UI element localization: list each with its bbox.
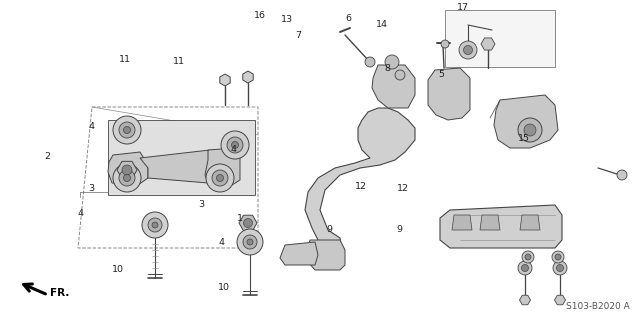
Text: 2: 2: [44, 152, 50, 161]
Text: 3: 3: [88, 184, 95, 193]
Polygon shape: [205, 148, 240, 185]
Text: 4: 4: [230, 145, 236, 154]
Circle shape: [247, 239, 253, 245]
Polygon shape: [520, 295, 531, 305]
Circle shape: [142, 212, 168, 238]
Text: 10: 10: [111, 265, 124, 274]
Circle shape: [555, 254, 561, 260]
Polygon shape: [140, 150, 215, 183]
Polygon shape: [440, 205, 562, 248]
Polygon shape: [108, 152, 148, 185]
Polygon shape: [372, 65, 415, 108]
Polygon shape: [305, 108, 415, 260]
Circle shape: [206, 164, 234, 192]
Text: 10: 10: [218, 283, 230, 292]
Circle shape: [395, 70, 405, 80]
Text: 4: 4: [219, 238, 225, 247]
Text: 6: 6: [346, 14, 351, 23]
Text: 17: 17: [457, 3, 469, 11]
Text: 12: 12: [397, 184, 409, 193]
Circle shape: [463, 46, 472, 55]
Circle shape: [441, 40, 449, 48]
Circle shape: [232, 142, 239, 149]
Text: 9: 9: [327, 225, 333, 234]
Circle shape: [459, 41, 477, 59]
Circle shape: [243, 219, 253, 227]
Circle shape: [119, 170, 135, 186]
Circle shape: [524, 124, 536, 136]
Polygon shape: [481, 38, 495, 50]
Text: 14: 14: [376, 20, 388, 29]
Circle shape: [617, 170, 627, 180]
Text: 11: 11: [173, 57, 185, 66]
Polygon shape: [308, 240, 345, 270]
Text: 5: 5: [438, 70, 444, 79]
Polygon shape: [220, 74, 230, 86]
Circle shape: [365, 57, 375, 67]
Circle shape: [119, 122, 135, 138]
Circle shape: [148, 218, 162, 232]
Polygon shape: [239, 215, 257, 231]
Circle shape: [212, 170, 228, 186]
Polygon shape: [494, 95, 558, 148]
Circle shape: [216, 174, 223, 182]
Circle shape: [113, 164, 141, 192]
Text: FR.: FR.: [50, 288, 69, 298]
Circle shape: [552, 251, 564, 263]
Polygon shape: [452, 215, 472, 230]
Text: 9: 9: [397, 225, 403, 234]
Circle shape: [221, 131, 249, 159]
Text: 15: 15: [518, 134, 531, 143]
Text: 1: 1: [237, 214, 243, 223]
Text: 12: 12: [355, 182, 367, 191]
Polygon shape: [445, 10, 555, 67]
Text: 16: 16: [254, 11, 266, 20]
Polygon shape: [554, 295, 566, 305]
Circle shape: [122, 165, 132, 175]
Circle shape: [518, 118, 542, 142]
Text: S103-B2020 A: S103-B2020 A: [566, 302, 630, 311]
Text: 4: 4: [89, 122, 95, 130]
Circle shape: [522, 264, 529, 271]
Circle shape: [227, 137, 243, 153]
Circle shape: [124, 127, 131, 133]
Polygon shape: [280, 242, 318, 265]
Polygon shape: [117, 161, 137, 179]
Circle shape: [522, 251, 534, 263]
Circle shape: [557, 264, 563, 271]
Circle shape: [243, 235, 257, 249]
Circle shape: [113, 116, 141, 144]
Circle shape: [525, 254, 531, 260]
Circle shape: [124, 174, 131, 182]
Text: 13: 13: [281, 15, 293, 24]
Text: 11: 11: [119, 55, 131, 63]
Text: 8: 8: [384, 64, 390, 73]
Circle shape: [553, 261, 567, 275]
Text: 4: 4: [77, 209, 83, 218]
Circle shape: [152, 222, 158, 228]
Polygon shape: [108, 120, 255, 195]
Polygon shape: [428, 68, 470, 120]
Polygon shape: [243, 71, 253, 83]
Text: 3: 3: [198, 200, 205, 209]
Polygon shape: [480, 215, 500, 230]
Polygon shape: [520, 215, 540, 230]
Circle shape: [385, 55, 399, 69]
Circle shape: [237, 229, 263, 255]
Text: 7: 7: [296, 31, 301, 40]
Circle shape: [518, 261, 532, 275]
